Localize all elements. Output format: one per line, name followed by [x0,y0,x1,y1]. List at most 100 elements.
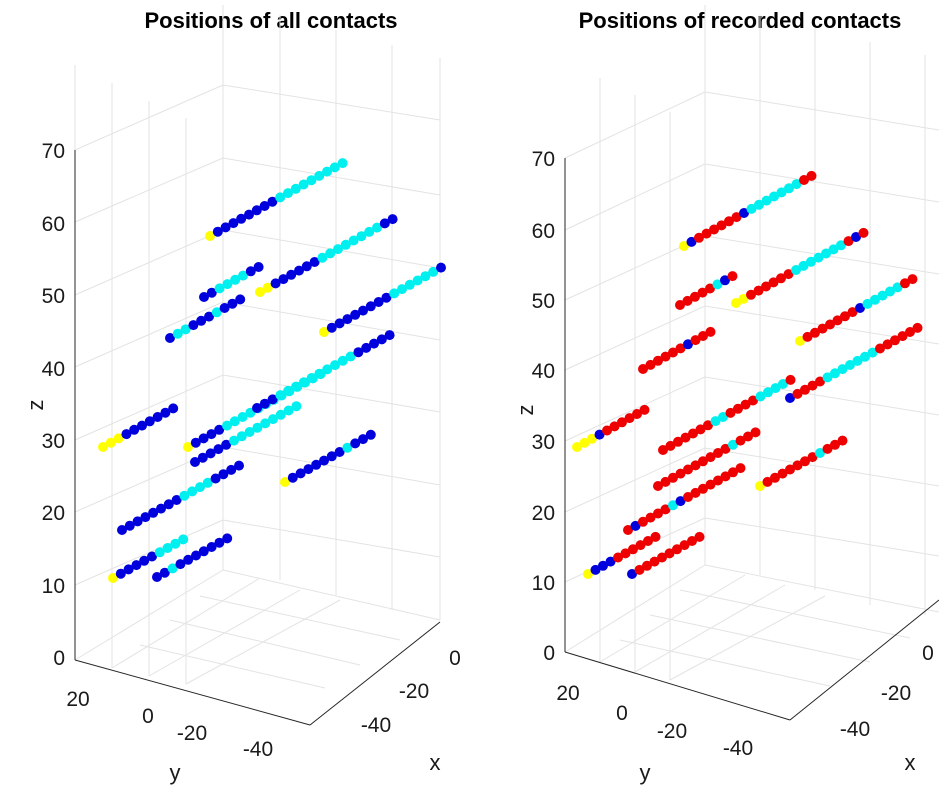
contact-point [222,420,232,431]
contact-point [358,434,368,445]
contact-point [306,175,317,186]
contact-point [218,469,229,480]
contact-point [162,543,173,553]
contact-point [139,555,150,566]
contact-point [326,322,337,333]
contact-point [658,445,668,455]
contact-point [690,487,701,498]
contact-point [121,429,132,440]
contact-point [688,428,698,439]
contact-point [800,384,810,395]
contact-point [221,439,232,450]
z-tick-label: 10 [42,575,65,598]
z-tick-label: 30 [532,431,555,454]
contact-point [683,464,693,475]
contact-point [701,228,712,239]
contact-point [645,359,656,370]
x-tick-label: -40 [361,714,391,737]
contact-point [713,448,723,458]
contact-point [875,343,885,354]
contact-point [739,208,749,218]
contact-point [183,442,193,452]
contact-point [251,205,262,216]
contact-point [198,546,209,557]
contact-point [229,416,240,427]
contact-point [206,287,217,298]
contact-point [283,385,294,396]
grid-lines [74,5,441,689]
contact-point [753,285,764,296]
contact-point [144,416,155,427]
x-tick-label: 0 [449,647,461,670]
contact-point [802,331,813,342]
contact-point [165,333,175,343]
contact-point [325,248,336,259]
contact-point [311,459,322,470]
contact-point [179,490,190,501]
contact-point [620,548,631,559]
contact-point [235,294,246,305]
contact-point [376,334,387,345]
contact-point [733,403,743,414]
contact-point [845,360,855,370]
contact-point [807,452,818,463]
contact-point [140,512,151,523]
x-axis-label: x [430,750,441,775]
contact-point [690,460,701,471]
contact-point [98,442,108,452]
contact-point [653,355,663,366]
contact-point [791,265,801,275]
contact-point [748,395,758,406]
contact-point [649,556,660,567]
contact-point [791,179,802,190]
contact-point [294,265,304,276]
contact-point [572,442,582,452]
contact-point [356,231,367,242]
contact-point [810,327,820,338]
contact-point [687,536,697,546]
contact-point [770,472,780,483]
contact-point [668,500,678,511]
contact-point [785,374,796,385]
contact-point [183,554,194,565]
contact-point [244,209,254,220]
contact-point [855,303,865,313]
contact-point [673,436,683,447]
contact-point [645,512,656,523]
contact-point [695,424,706,435]
contact-point [836,240,846,251]
contact-point [319,455,329,466]
contact-point [204,311,214,322]
contact-point [387,214,398,225]
contact-point [222,279,233,290]
contact-point [252,422,263,433]
contact-point [345,351,356,362]
contact-point [196,315,207,326]
contact-point [815,376,825,387]
contact-point [175,559,186,570]
contact-point [397,284,407,295]
z-tick-label: 30 [42,430,65,453]
contact-point [115,568,126,579]
contact-point [664,548,675,559]
contact-point [236,213,247,224]
contact-point [275,390,286,401]
contact-point [710,416,721,427]
contact-point [635,540,646,551]
contact-point [412,275,423,286]
contact-point [420,271,431,282]
y-tick-label: 0 [616,702,628,725]
contact-point [132,516,143,527]
contact-point [660,504,671,515]
contact-point [755,391,766,402]
contact-point [679,540,690,551]
contact-point [837,364,848,375]
contact-point [798,260,809,271]
contact-point [137,420,147,431]
y-tick-label: -20 [177,722,207,745]
contact-point [731,212,742,223]
z-tick-label: 50 [532,290,555,313]
axes-lines [564,158,939,721]
contact-point [389,288,400,299]
z-tick-label: 60 [42,213,65,236]
